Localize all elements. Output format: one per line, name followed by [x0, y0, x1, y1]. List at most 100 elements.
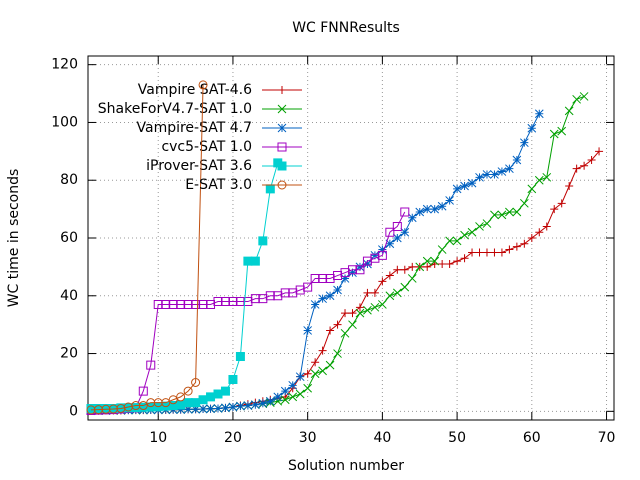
marker: [311, 358, 320, 367]
marker: [467, 178, 477, 188]
marker: [213, 389, 223, 399]
marker: [467, 227, 477, 237]
marker: [408, 262, 417, 271]
marker: [534, 175, 544, 185]
marker: [370, 253, 380, 263]
marker: [377, 250, 387, 260]
x-tick-label: 50: [448, 430, 466, 446]
marker: [580, 161, 589, 170]
marker: [131, 403, 141, 413]
marker: [138, 401, 148, 411]
marker: [198, 80, 208, 90]
marker: [400, 282, 410, 292]
x-tick-label: 70: [598, 430, 616, 446]
marker: [236, 401, 245, 411]
marker: [370, 288, 379, 297]
marker: [378, 300, 387, 309]
marker: [378, 277, 387, 286]
marker: [325, 273, 335, 283]
marker: [191, 398, 201, 408]
marker: [362, 256, 372, 266]
marker: [198, 395, 208, 405]
marker: [475, 248, 484, 257]
marker: [138, 386, 148, 396]
marker: [176, 400, 186, 410]
marker: [176, 405, 186, 414]
marker: [534, 109, 544, 119]
marker: [273, 392, 283, 402]
marker: [385, 227, 395, 237]
marker: [430, 204, 440, 214]
legend-marker: [277, 180, 287, 190]
legend-label: cvc5-SAT 1.0: [161, 139, 252, 155]
marker: [497, 248, 506, 257]
plot-frame: [87, 55, 615, 421]
marker: [243, 256, 253, 266]
y-tick-label: 80: [60, 172, 78, 188]
y-tick-label: 20: [60, 346, 78, 362]
series-line: [90, 211, 406, 411]
marker: [392, 221, 402, 231]
marker: [348, 268, 357, 278]
marker: [549, 129, 559, 139]
marker: [325, 291, 335, 301]
marker: [176, 392, 186, 402]
marker: [318, 346, 327, 355]
marker: [519, 198, 529, 208]
marker: [213, 404, 223, 413]
marker: [280, 395, 290, 405]
marker: [206, 404, 215, 414]
marker: [295, 372, 305, 382]
marker: [557, 199, 566, 208]
marker: [482, 248, 491, 257]
marker: [370, 250, 380, 260]
marker: [557, 126, 567, 136]
marker: [392, 288, 402, 298]
marker: [595, 147, 604, 156]
legend-label: iProver-SAT 3.6: [146, 158, 252, 174]
marker: [258, 236, 268, 246]
legend-label: Vampire-SAT 4.7: [137, 120, 253, 136]
marker: [550, 205, 559, 214]
marker: [258, 294, 268, 304]
marker: [572, 164, 581, 173]
x-tick-label: 30: [299, 430, 317, 446]
marker: [131, 401, 141, 411]
marker: [280, 386, 290, 396]
marker: [445, 260, 454, 268]
marker: [318, 366, 327, 376]
marker: [288, 392, 298, 402]
y-tick-label: 40: [60, 288, 78, 304]
marker: [191, 377, 201, 387]
marker: [415, 207, 425, 217]
marker: [512, 207, 522, 217]
marker: [579, 92, 589, 101]
marker: [385, 239, 395, 249]
marker: [273, 291, 283, 301]
x-tick-label: 40: [373, 430, 391, 446]
legend-label: ShakeForV4.7-SAT 1.0: [98, 101, 252, 117]
marker: [153, 398, 163, 408]
marker: [445, 196, 454, 205]
marker: [235, 351, 245, 361]
marker: [251, 400, 260, 410]
legend-label: E-SAT 3.0: [185, 177, 252, 193]
marker: [228, 375, 238, 385]
marker: [422, 256, 432, 266]
marker: [228, 402, 238, 412]
marker: [303, 383, 313, 393]
marker: [355, 265, 365, 275]
marker: [325, 360, 335, 370]
marker: [341, 309, 350, 318]
x-tick-label: 10: [149, 430, 167, 446]
marker: [542, 222, 551, 231]
marker: [303, 282, 313, 292]
marker: [340, 274, 350, 283]
marker: [183, 404, 193, 414]
chart-title: WC FNNResults: [292, 20, 400, 36]
marker: [183, 398, 193, 408]
marker: [423, 262, 432, 271]
legend-label: Vampire SAT-4.6: [138, 82, 252, 98]
marker: [430, 256, 440, 266]
